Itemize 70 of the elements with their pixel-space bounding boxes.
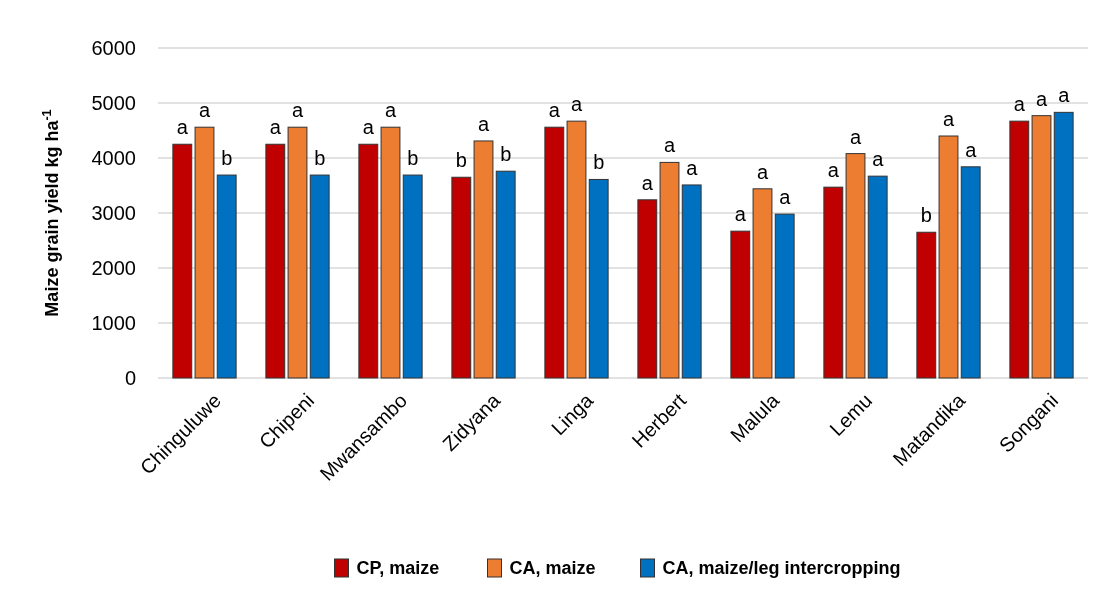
bar <box>960 166 981 379</box>
annotation: a <box>176 116 189 139</box>
bar <box>1009 120 1030 379</box>
bar <box>358 143 379 379</box>
annotation: b <box>500 143 512 166</box>
bar <box>380 126 401 379</box>
annotation: b <box>455 149 467 172</box>
bar <box>216 174 237 379</box>
annotation: a <box>1058 84 1071 107</box>
bar <box>681 184 702 379</box>
bar <box>566 120 587 379</box>
bar <box>752 188 773 379</box>
annotation: a <box>641 171 654 194</box>
y-tick-label: 4000 <box>91 147 136 169</box>
bar <box>916 231 937 379</box>
annotation: a <box>734 203 747 226</box>
bar <box>287 126 308 379</box>
annotation: a <box>291 99 304 122</box>
annotation: a <box>570 93 583 116</box>
bar <box>938 135 959 379</box>
y-tick-label: 3000 <box>91 202 136 224</box>
bar <box>588 178 609 379</box>
y-tick-label: 0 <box>124 367 136 389</box>
bar <box>845 153 866 379</box>
annotation: a <box>827 159 840 182</box>
bar <box>1031 115 1052 379</box>
annotation: a <box>269 116 282 139</box>
bar <box>473 140 494 379</box>
bar <box>309 174 330 379</box>
legend-label: CA, maize <box>509 558 596 579</box>
legend-label: CP, maize <box>356 558 440 579</box>
annotation: a <box>198 99 211 122</box>
annotation: a <box>756 160 769 183</box>
y-tick-label: 1000 <box>91 312 136 334</box>
y-tick-label: 2000 <box>91 257 136 279</box>
bar <box>265 143 286 379</box>
annotation: b <box>221 147 233 170</box>
annotation: a <box>362 116 375 139</box>
annotation: a <box>965 138 978 161</box>
bar <box>823 186 844 379</box>
bar <box>544 126 565 379</box>
bar <box>172 143 193 379</box>
annotation: b <box>407 147 419 170</box>
annotation: a <box>849 125 862 148</box>
annotation: a <box>477 112 490 135</box>
y-tick-label: 6000 <box>91 37 136 59</box>
annotation: a <box>686 156 699 179</box>
bar <box>451 176 472 379</box>
annotation: a <box>548 99 561 122</box>
annotation: a <box>942 108 955 130</box>
bar <box>402 174 423 379</box>
annotation: a <box>872 148 885 171</box>
y-tick-label: 5000 <box>91 92 136 114</box>
bar <box>637 199 658 379</box>
bar <box>774 213 795 379</box>
bar <box>867 175 888 379</box>
bar <box>659 161 680 379</box>
bar <box>495 170 516 379</box>
annotation: a <box>384 99 397 122</box>
annotation: b <box>920 204 932 227</box>
bar <box>730 230 751 379</box>
annotation: a <box>1035 87 1048 110</box>
annotation: b <box>593 151 605 174</box>
annotation: a <box>1013 93 1026 116</box>
bar <box>1053 111 1074 379</box>
bar <box>194 126 215 379</box>
annotation: a <box>779 186 792 209</box>
annotation: a <box>663 134 676 157</box>
annotation: b <box>314 147 326 170</box>
legend-label: CA, maize/leg intercropping <box>662 558 901 579</box>
